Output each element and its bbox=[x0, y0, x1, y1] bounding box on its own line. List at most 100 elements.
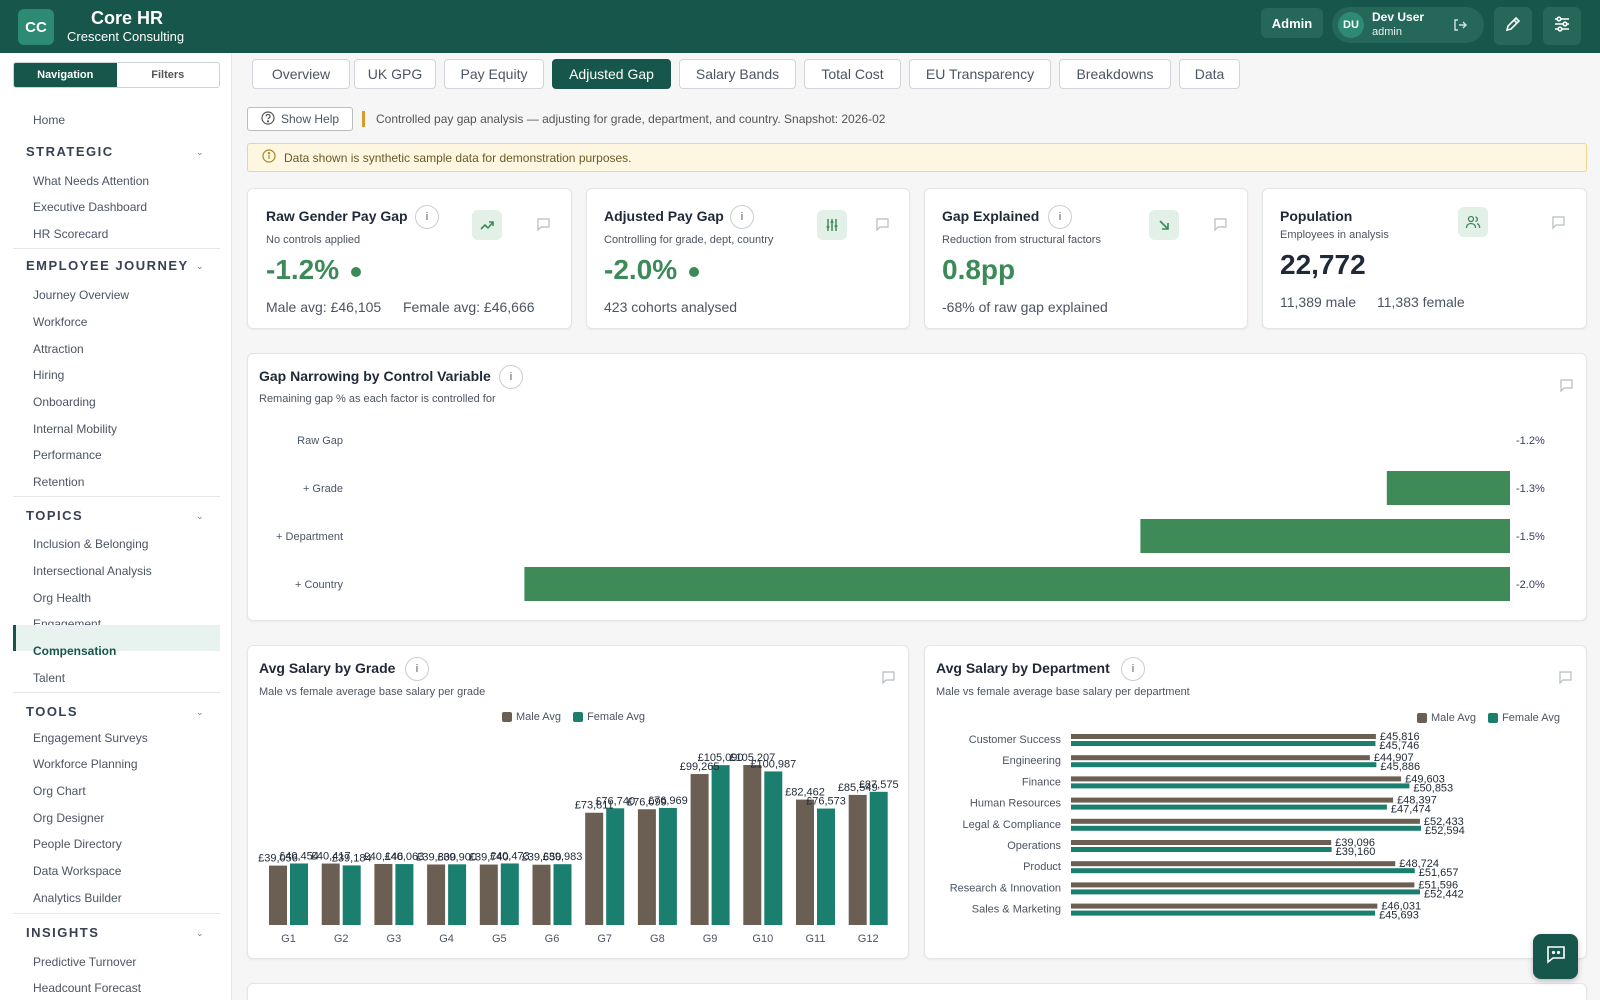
sidebar-item[interactable]: What Needs Attention bbox=[33, 174, 150, 188]
sidebar-item[interactable]: Analytics Builder bbox=[33, 891, 122, 905]
sidebar-item[interactable]: HR Scorecard bbox=[33, 227, 109, 241]
sidebar-item[interactable]: Data Workspace bbox=[33, 864, 122, 878]
tab-pay-equity[interactable]: Pay Equity bbox=[444, 59, 544, 89]
sidebar-item[interactable]: Journey Overview bbox=[33, 288, 130, 302]
tab-navigation[interactable]: Navigation bbox=[14, 63, 117, 87]
app-title: Core HR bbox=[91, 8, 164, 28]
kpi-title: Adjusted Pay Gap bbox=[604, 208, 724, 224]
sidebar-item[interactable]: Org Designer bbox=[33, 811, 105, 825]
sidebar-item[interactable]: Executive Dashboard bbox=[33, 200, 148, 214]
sidebar-item-home[interactable]: Home bbox=[33, 113, 66, 127]
bar-male bbox=[1071, 818, 1420, 824]
tab-adjusted-gap[interactable]: Adjusted Gap bbox=[552, 59, 671, 89]
sidebar-item-compensation[interactable]: Compensation bbox=[33, 644, 117, 658]
adjusted-gap-value: -2.0% bbox=[604, 254, 678, 285]
sidebar-item[interactable]: Headcount Forecast bbox=[33, 981, 142, 995]
chevron-down-icon[interactable]: ⌄ bbox=[196, 707, 204, 717]
chevron-down-icon[interactable]: ⌄ bbox=[196, 511, 204, 521]
info-icon[interactable]: i bbox=[499, 365, 523, 389]
info-icon[interactable]: i bbox=[415, 205, 439, 229]
bar-female bbox=[764, 771, 783, 925]
legend-male-label: Male Avg bbox=[516, 711, 562, 723]
tab-eu-transparency[interactable]: EU Transparency bbox=[909, 59, 1051, 89]
data-label-female: £40,454 bbox=[279, 850, 319, 862]
chevron-down-icon[interactable]: ⌄ bbox=[196, 928, 204, 938]
tab-total-cost[interactable]: Total Cost bbox=[804, 59, 901, 89]
category-label: + Country bbox=[295, 579, 343, 591]
tab-breakdowns[interactable]: Breakdowns bbox=[1059, 59, 1171, 89]
page-description: Controlled pay gap analysis — adjusting … bbox=[362, 111, 885, 127]
section-strategic[interactable]: STRATEGIC bbox=[26, 144, 114, 159]
tab-overview[interactable]: Overview bbox=[252, 59, 350, 89]
kpi-title: Population bbox=[1280, 208, 1353, 224]
chevron-down-icon[interactable]: ⌄ bbox=[196, 147, 204, 157]
category-label: Operations bbox=[1007, 840, 1061, 852]
sidebar-item[interactable]: Inclusion & Belonging bbox=[33, 537, 149, 551]
sidebar-item[interactable]: Workforce Planning bbox=[33, 757, 138, 771]
sidebar-item[interactable]: Org Health bbox=[33, 591, 92, 605]
admin-button[interactable]: Admin bbox=[1261, 8, 1323, 38]
comment-icon[interactable] bbox=[1213, 217, 1228, 237]
data-label-male: £105,207 bbox=[729, 752, 775, 764]
info-icon[interactable]: i bbox=[1048, 205, 1072, 229]
chevron-down-icon[interactable]: ⌄ bbox=[196, 261, 204, 271]
divider bbox=[13, 248, 220, 249]
sidebar-item[interactable]: People Directory bbox=[33, 837, 122, 851]
arrow-down-right-icon bbox=[1149, 210, 1179, 240]
kpi-card-adjusted-gap: Adjusted Pay Gap i Controlling for grade… bbox=[586, 188, 910, 329]
chat-assistant-button[interactable] bbox=[1533, 934, 1578, 979]
section-employee-journey[interactable]: EMPLOYEE JOURNEY bbox=[26, 258, 189, 273]
tab-uk-gpg[interactable]: UK GPG bbox=[354, 59, 436, 89]
bar-male bbox=[1071, 903, 1378, 909]
tab-data[interactable]: Data bbox=[1179, 59, 1240, 89]
tab-salary-bands[interactable]: Salary Bands bbox=[679, 59, 796, 89]
sidebar-item[interactable]: Intersectional Analysis bbox=[33, 564, 152, 578]
comment-icon[interactable] bbox=[1558, 670, 1573, 690]
sidebar-item[interactable]: Onboarding bbox=[33, 395, 96, 409]
user-role: admin bbox=[1372, 26, 1402, 38]
bar-male bbox=[269, 865, 287, 925]
info-icon[interactable]: i bbox=[405, 657, 429, 681]
kpi-card-raw-gap: Raw Gender Pay Gap i No controls applied… bbox=[247, 188, 572, 329]
settings-button[interactable] bbox=[1543, 7, 1581, 45]
sidebar-item[interactable]: Engagement Surveys bbox=[33, 731, 148, 745]
bar-male bbox=[532, 864, 551, 925]
sidebar-item[interactable]: Attraction bbox=[33, 342, 84, 356]
sidebar-item[interactable]: Internal Mobility bbox=[33, 422, 118, 436]
comment-icon[interactable] bbox=[881, 670, 896, 690]
legend-male[interactable]: Male Avg bbox=[502, 711, 561, 723]
user-menu[interactable]: DU Dev User admin bbox=[1332, 7, 1484, 43]
sidebar-item[interactable]: Workforce bbox=[33, 315, 88, 329]
edit-button[interactable] bbox=[1494, 7, 1532, 45]
category-label: Raw Gap bbox=[297, 435, 343, 447]
section-insights[interactable]: INSIGHTS bbox=[26, 925, 100, 940]
info-icon[interactable]: i bbox=[1121, 657, 1145, 681]
section-topics[interactable]: TOPICS bbox=[26, 508, 84, 523]
comment-icon[interactable] bbox=[1551, 215, 1566, 235]
data-label-male: £39,800 bbox=[416, 851, 456, 863]
comment-icon[interactable] bbox=[536, 217, 551, 237]
tab-filters[interactable]: Filters bbox=[151, 69, 185, 81]
show-help-button[interactable]: Show Help bbox=[247, 107, 353, 131]
app-logo[interactable]: CC bbox=[18, 9, 54, 45]
sidebar-item[interactable]: Org Chart bbox=[33, 784, 86, 798]
sidebar-item[interactable]: Hiring bbox=[33, 368, 65, 382]
sidebar-item[interactable]: Predictive Turnover bbox=[33, 955, 137, 969]
bar-female bbox=[1071, 762, 1377, 768]
bar-male bbox=[1071, 882, 1415, 888]
legend-female[interactable]: Female Avg bbox=[573, 711, 645, 723]
legend-female[interactable]: Female Avg bbox=[1488, 712, 1560, 724]
sidebar-item[interactable]: Performance bbox=[33, 448, 102, 462]
sliders-icon bbox=[1552, 14, 1572, 39]
logout-icon[interactable] bbox=[1452, 17, 1468, 38]
section-tools[interactable]: TOOLS bbox=[26, 704, 79, 719]
sidebar-item[interactable]: Retention bbox=[33, 475, 85, 489]
comment-icon[interactable] bbox=[875, 217, 890, 237]
sidebar-item[interactable]: Talent bbox=[33, 671, 66, 685]
salary-by-grade-card: Avg Salary by Grade i Male vs female ave… bbox=[247, 645, 909, 959]
legend-male[interactable]: Male Avg bbox=[1417, 712, 1476, 724]
comment-icon[interactable] bbox=[1559, 378, 1574, 398]
info-icon[interactable]: i bbox=[730, 205, 754, 229]
bar-male bbox=[1071, 861, 1396, 867]
kpi-subtitle: Employees in analysis bbox=[1280, 229, 1389, 241]
